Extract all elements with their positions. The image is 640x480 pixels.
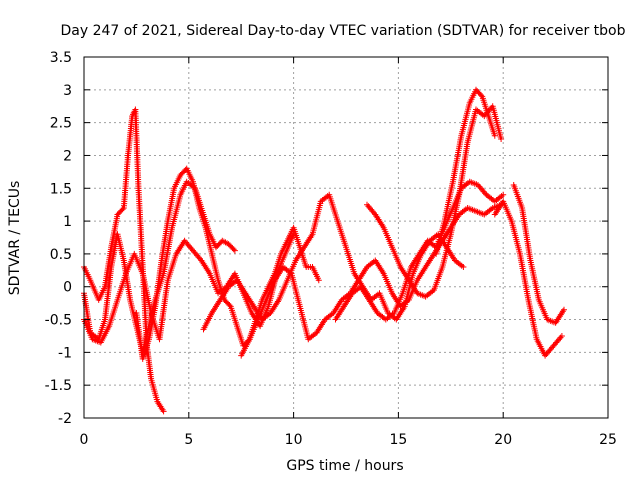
x-tick-label: 20 [494, 432, 512, 448]
grid-lines [84, 57, 608, 418]
series-10 [491, 198, 565, 359]
y-tick-label: 3 [63, 83, 72, 99]
y-tick-label: 1 [63, 214, 72, 230]
series-line [240, 203, 502, 357]
y-tick-label: 2 [63, 148, 72, 164]
y-tick-label: 0.5 [50, 247, 72, 263]
series-markers [133, 165, 322, 362]
series-markers [510, 182, 567, 326]
y-tick-label: 3.5 [50, 50, 72, 66]
x-tick-label: 10 [285, 432, 303, 448]
series-9 [433, 86, 498, 257]
x-tick-label: 15 [389, 432, 407, 448]
y-tick-label: -0.5 [45, 313, 72, 329]
x-tick-label: 5 [184, 432, 193, 448]
series-line [135, 167, 320, 360]
series-11 [510, 182, 567, 326]
plot-frame [83, 56, 609, 419]
y-tick-label: 1.5 [50, 181, 72, 197]
series-4 [133, 165, 322, 362]
y-tick-label: 2.5 [50, 116, 72, 132]
axis-ticks: 0 5 10 15 20 25 -2 -1.5 -1 -0.5 0 0.5 1 1.5 2 2.5 3 3.5 [45, 50, 617, 448]
series-line [493, 200, 563, 357]
x-axis-label: GPS time / hours [286, 458, 403, 474]
series-line [366, 105, 503, 298]
series-markers [433, 86, 498, 257]
y-tick-label: -2 [58, 411, 72, 427]
series-markers [491, 198, 565, 359]
x-tick-label: 25 [599, 432, 617, 448]
y-axis-label: SDTVAR / TECUs [7, 181, 23, 296]
chart-title: Day 247 of 2021, Sidereal Day-to-day VTE… [60, 23, 625, 39]
series-8 [364, 103, 505, 300]
x-tick-label: 0 [80, 432, 89, 448]
series-markers [364, 103, 505, 300]
series-7 [332, 178, 507, 323]
series-markers [238, 201, 505, 359]
series-markers [332, 178, 507, 323]
series-6 [238, 201, 505, 359]
data-marks [81, 86, 567, 415]
y-tick-label: -1.5 [45, 378, 72, 394]
y-tick-label: 0 [63, 280, 72, 296]
y-tick-label: -1 [58, 345, 72, 361]
